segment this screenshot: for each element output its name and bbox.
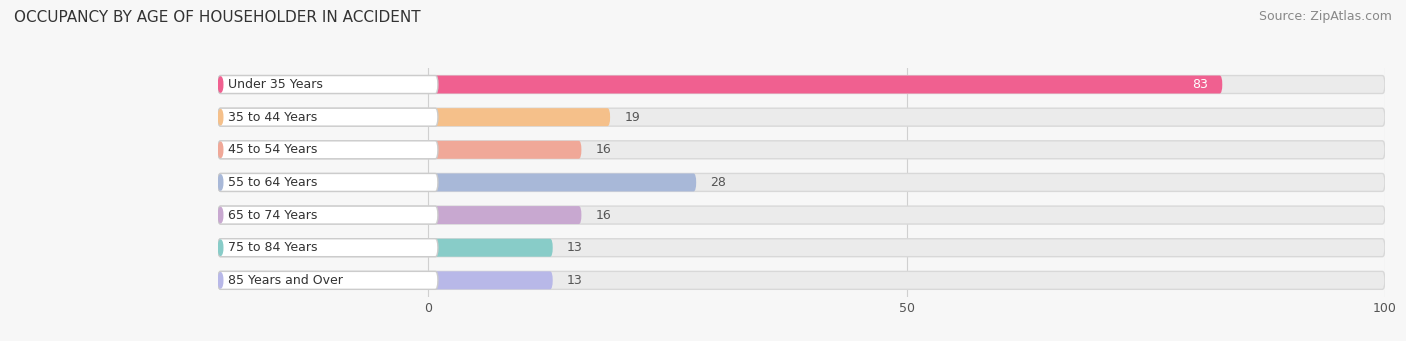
- Text: Source: ZipAtlas.com: Source: ZipAtlas.com: [1258, 10, 1392, 23]
- FancyBboxPatch shape: [218, 76, 437, 93]
- FancyBboxPatch shape: [218, 206, 1385, 224]
- Circle shape: [218, 175, 222, 190]
- Circle shape: [218, 77, 222, 92]
- FancyBboxPatch shape: [429, 271, 432, 289]
- Circle shape: [218, 273, 222, 288]
- Circle shape: [218, 109, 222, 125]
- Circle shape: [218, 207, 222, 223]
- FancyBboxPatch shape: [429, 76, 432, 93]
- Text: 65 to 74 Years: 65 to 74 Years: [228, 209, 318, 222]
- Text: 28: 28: [710, 176, 727, 189]
- FancyBboxPatch shape: [218, 239, 437, 257]
- FancyBboxPatch shape: [218, 174, 1385, 191]
- FancyBboxPatch shape: [218, 108, 1385, 126]
- FancyBboxPatch shape: [218, 76, 1385, 93]
- FancyBboxPatch shape: [429, 271, 553, 289]
- FancyBboxPatch shape: [429, 108, 432, 126]
- FancyBboxPatch shape: [218, 206, 437, 224]
- FancyBboxPatch shape: [218, 108, 437, 126]
- FancyBboxPatch shape: [218, 271, 437, 289]
- FancyBboxPatch shape: [429, 174, 696, 191]
- Text: 16: 16: [596, 143, 612, 156]
- Circle shape: [218, 142, 222, 158]
- FancyBboxPatch shape: [429, 239, 553, 257]
- FancyBboxPatch shape: [429, 174, 432, 191]
- Text: 16: 16: [596, 209, 612, 222]
- FancyBboxPatch shape: [429, 76, 1222, 93]
- Text: 13: 13: [567, 274, 583, 287]
- FancyBboxPatch shape: [429, 108, 610, 126]
- FancyBboxPatch shape: [218, 141, 437, 159]
- Text: OCCUPANCY BY AGE OF HOUSEHOLDER IN ACCIDENT: OCCUPANCY BY AGE OF HOUSEHOLDER IN ACCID…: [14, 10, 420, 25]
- Text: 19: 19: [624, 111, 640, 124]
- FancyBboxPatch shape: [218, 239, 1385, 257]
- Text: 55 to 64 Years: 55 to 64 Years: [228, 176, 318, 189]
- Text: Under 35 Years: Under 35 Years: [228, 78, 323, 91]
- FancyBboxPatch shape: [429, 206, 582, 224]
- Text: 13: 13: [567, 241, 583, 254]
- FancyBboxPatch shape: [429, 141, 582, 159]
- FancyBboxPatch shape: [218, 174, 437, 191]
- FancyBboxPatch shape: [218, 271, 1385, 289]
- Circle shape: [218, 240, 222, 255]
- Text: 75 to 84 Years: 75 to 84 Years: [228, 241, 318, 254]
- Text: 83: 83: [1192, 78, 1208, 91]
- Text: 45 to 54 Years: 45 to 54 Years: [228, 143, 318, 156]
- FancyBboxPatch shape: [218, 141, 1385, 159]
- FancyBboxPatch shape: [429, 206, 432, 224]
- Text: 35 to 44 Years: 35 to 44 Years: [228, 111, 318, 124]
- Text: 85 Years and Over: 85 Years and Over: [228, 274, 343, 287]
- FancyBboxPatch shape: [429, 141, 432, 159]
- FancyBboxPatch shape: [429, 239, 432, 257]
